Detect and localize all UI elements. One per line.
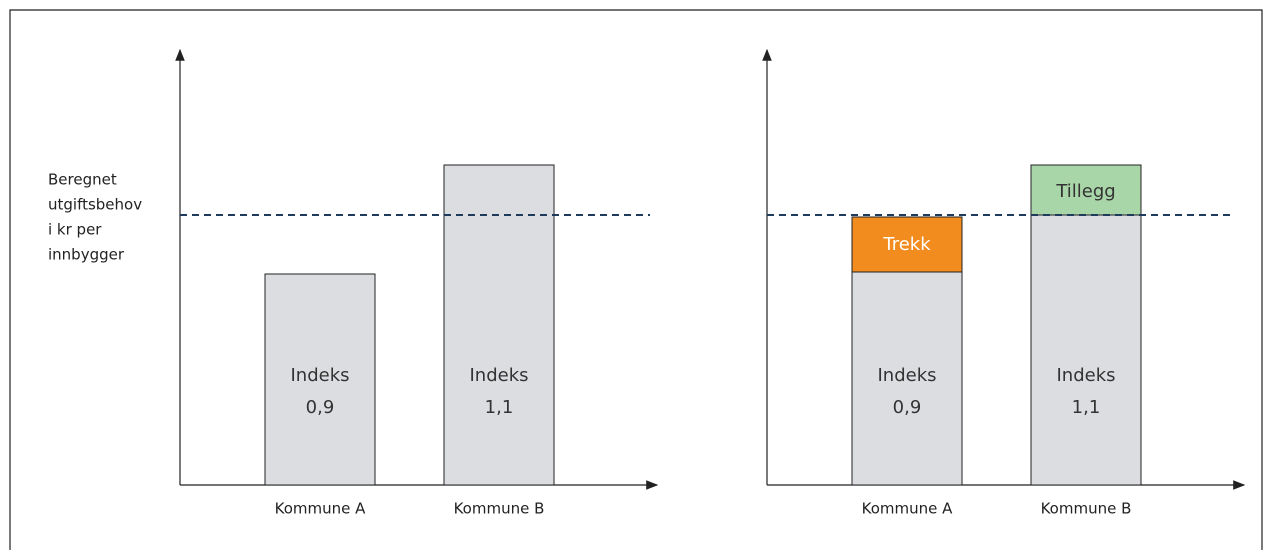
bar-label: 0,9 [893,397,922,418]
y-label: innbygger [48,246,125,264]
category-label: Kommune B [1041,500,1132,518]
bar-label: Indeks [1056,365,1115,386]
bar-label: Indeks [290,365,349,386]
bar-label: Indeks [877,365,936,386]
bar-label: 1,1 [485,397,514,418]
bar [1030,214,1142,486]
category-label: Kommune B [454,500,545,518]
category-label: Kommune A [862,500,954,518]
y-label: utgiftsbehov [48,196,142,214]
segment-label: Trekk [882,234,931,255]
category-label: Kommune A [275,500,367,518]
frame [9,9,1263,550]
trekk-segment [851,216,963,273]
bar [264,273,376,486]
bar-label: 1,1 [1072,397,1101,418]
y-label: Beregnet [48,171,117,189]
segment-label: Tillegg [1055,181,1115,202]
bar-label: Indeks [469,365,528,386]
bar [443,164,555,486]
bar-label: 0,9 [306,397,335,418]
y-label: i kr per [48,221,102,239]
